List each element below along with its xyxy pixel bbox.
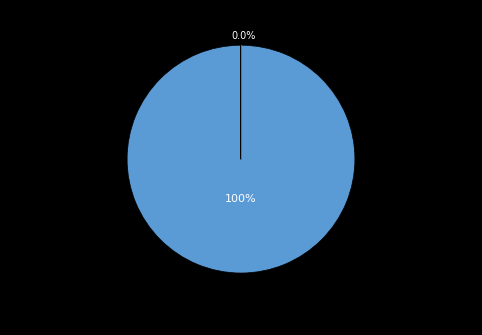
Text: 100%: 100%: [225, 194, 257, 204]
Legend: Wages & Salaries, Employee Benefits, Operating Expenses, Grants & Subsidies: Wages & Salaries, Employee Benefits, Ope…: [33, 332, 449, 335]
Wedge shape: [127, 45, 355, 273]
Text: 0.0%: 0.0%: [231, 31, 255, 41]
